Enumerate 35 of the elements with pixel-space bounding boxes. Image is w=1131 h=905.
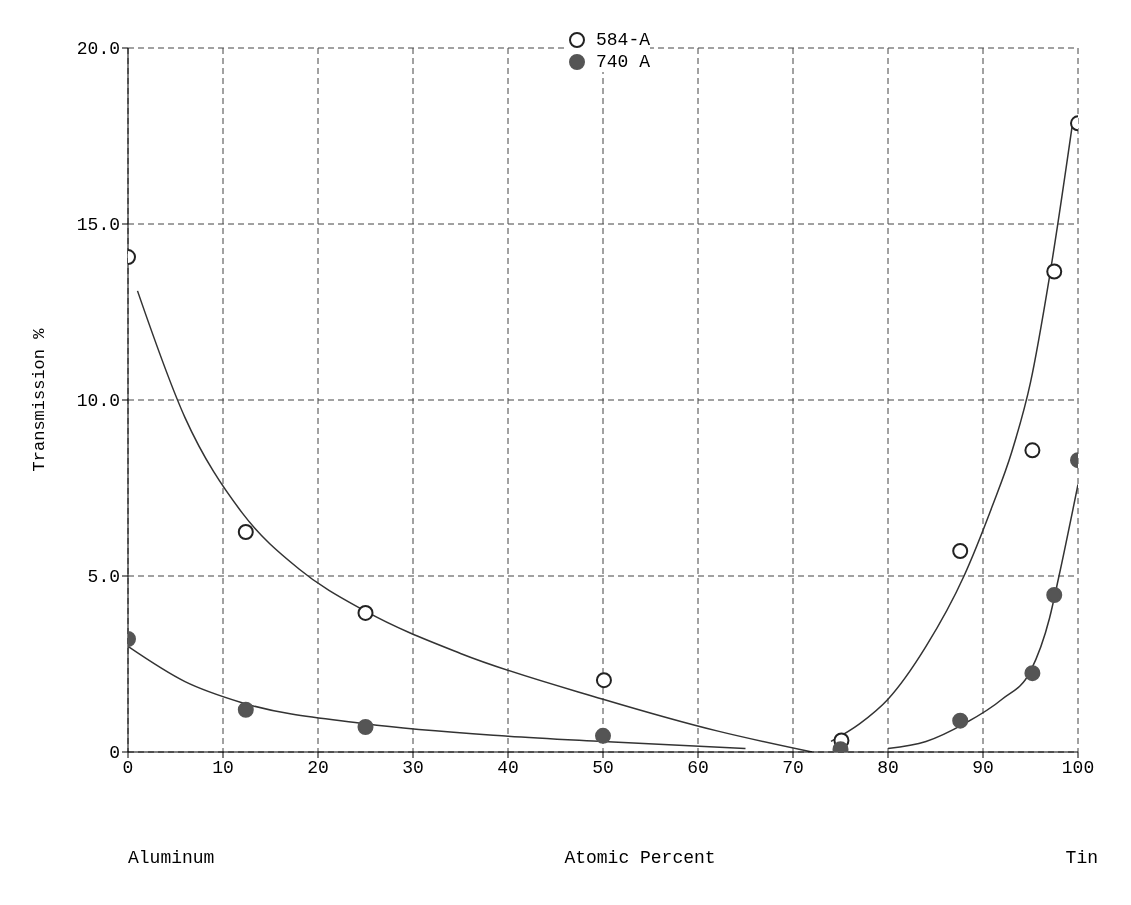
point [1046,587,1063,604]
point [237,701,254,718]
y-tick-label: 20.0 [76,39,120,60]
x-tick-label: 10 [212,757,234,778]
point [357,719,374,736]
x-tick-label: 90 [972,757,994,778]
y-axis-title: Transmission % [30,327,50,472]
x-axis-title: Atomic Percent [564,848,716,868]
line-series [887,483,1078,750]
x-tick-label: 80 [877,757,899,778]
point [952,543,969,560]
x-tick-label: 40 [497,757,519,778]
x-tick-label: 60 [687,757,709,778]
point [1024,665,1041,682]
x-tick-label: 0 [122,757,134,778]
x-tick-label: 70 [782,757,804,778]
point [1046,263,1063,280]
legend-label: 584-A [596,30,651,50]
text: Tin [1065,848,1098,868]
x-tick-label: 30 [402,757,424,778]
x-tick-label: 50 [592,757,614,778]
point [1024,442,1041,459]
text: Aluminum [128,848,215,868]
legend-label: 740 A [596,52,651,72]
point [952,712,969,729]
point [595,672,612,689]
point [595,727,611,744]
x-tick-label: 100 [1061,757,1095,778]
y-tick-label: 10.0 [76,391,120,412]
point [237,524,254,540]
y-tick-label: 0 [109,743,120,764]
y-tick-label: 5.0 [87,567,120,588]
point [357,604,374,621]
x-tick-label: 20 [307,757,329,778]
y-tick-label: 15.0 [76,215,120,236]
